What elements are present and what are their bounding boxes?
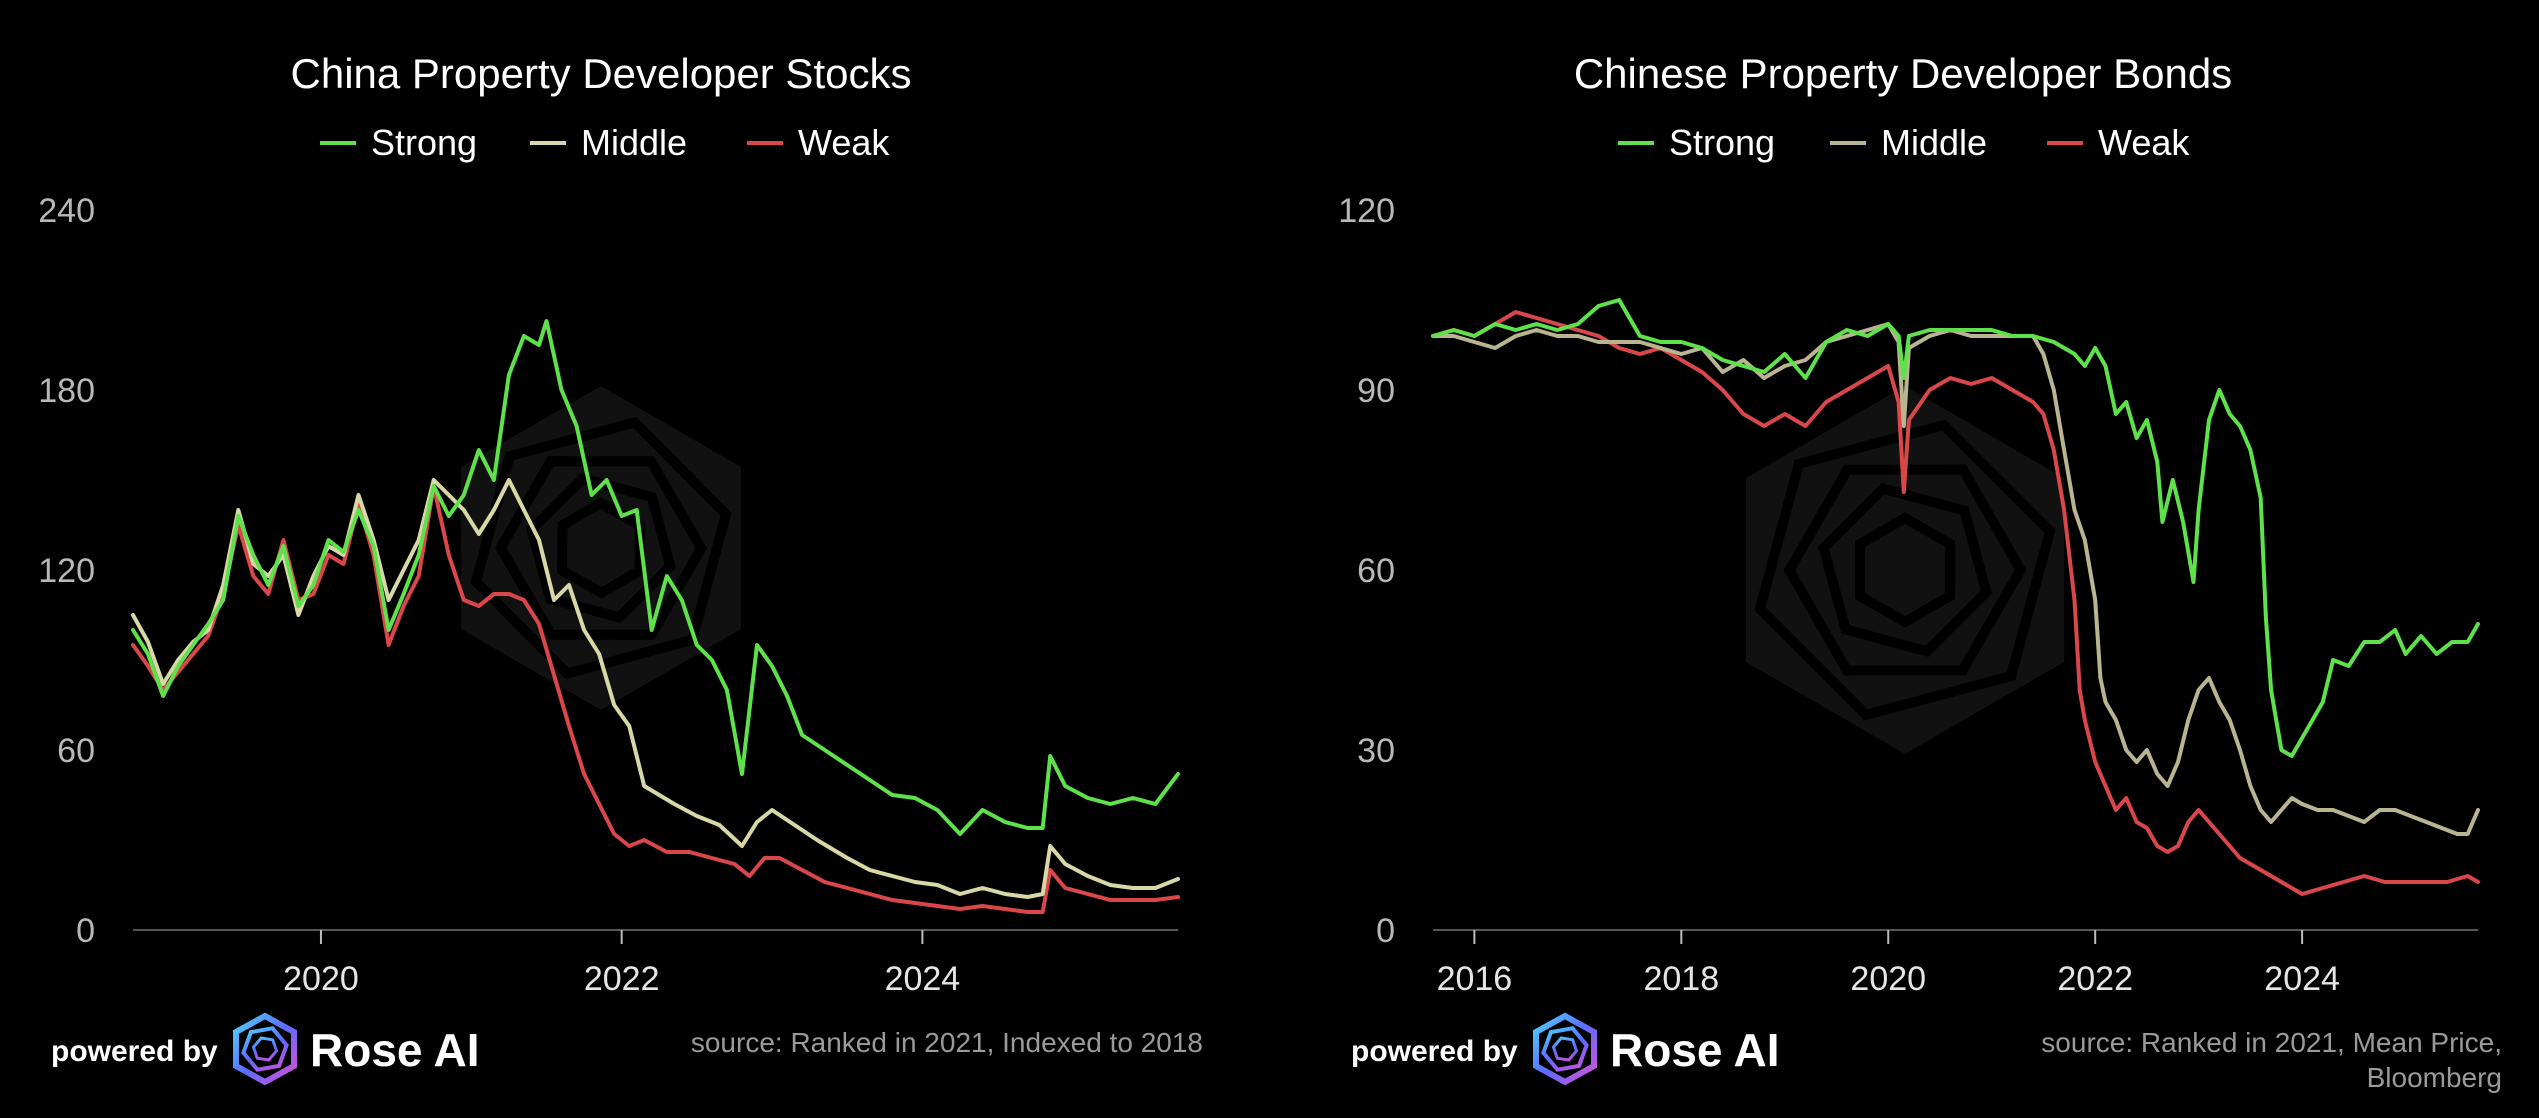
- rose-ai-hexagon-icon: [233, 1012, 297, 1086]
- x-tick-label: 2022: [2057, 960, 2133, 998]
- series-line-strong: [1431, 298, 2480, 758]
- source-note: source: Ranked in 2021, Indexed to 2018: [691, 1027, 1203, 1058]
- rose-ai-watermark-icon: [461, 386, 741, 710]
- powered-by-label: powered by: [51, 1035, 218, 1068]
- bonds-chart: Chinese Property Developer Bonds Strong …: [1338, 50, 2502, 1093]
- y-tick-label: 120: [38, 552, 95, 590]
- series-line-weak: [131, 484, 1180, 914]
- legend-label-weak: Weak: [2098, 122, 2190, 163]
- series-lines: [1431, 298, 2480, 896]
- source-note-line-2: Bloomberg: [2367, 1062, 2502, 1093]
- legend-label-weak: Weak: [798, 122, 890, 163]
- brand-name: Rose AI: [1610, 1024, 1780, 1076]
- series-line-middle: [131, 478, 1180, 899]
- x-tick-label: 2024: [885, 960, 961, 998]
- x-tick-label: 2018: [1643, 960, 1719, 998]
- y-tick-label: 90: [1357, 372, 1395, 410]
- powered-by-label: powered by: [1351, 1035, 1518, 1068]
- x-axis-ticks: 2016 2018 2020 2022 2024: [1437, 930, 2340, 998]
- y-tick-label: 0: [1376, 912, 1395, 950]
- y-tick-label: 30: [1357, 732, 1395, 770]
- y-tick-label: 0: [76, 912, 95, 950]
- y-axis-ticks: 0 30 60 90 120: [1338, 192, 1395, 950]
- y-axis-ticks: 0 60 120 180 240: [38, 192, 95, 950]
- legend-label-strong: Strong: [1669, 122, 1775, 163]
- x-axis-ticks: 2020 2022 2024: [283, 930, 960, 998]
- series-line-middle: [1431, 322, 2480, 836]
- legend: Strong Middle Weak: [1618, 122, 2190, 163]
- chart-title: Chinese Property Developer Bonds: [1574, 50, 2232, 97]
- y-tick-label: 240: [38, 192, 95, 230]
- source-note-line-1: source: Ranked in 2021, Mean Price,: [2041, 1027, 2502, 1058]
- stocks-chart: China Property Developer Stocks Strong M…: [38, 50, 1203, 1058]
- legend-label-strong: Strong: [371, 122, 477, 163]
- legend-label-middle: Middle: [581, 122, 687, 163]
- branding-left: powered by Rose AI: [51, 1012, 480, 1086]
- legend: Strong Middle Weak: [320, 122, 890, 163]
- branding-right: powered by Rose AI: [1351, 1012, 1780, 1086]
- y-tick-label: 180: [38, 372, 95, 410]
- y-tick-label: 60: [57, 732, 95, 770]
- x-tick-label: 2024: [2264, 960, 2340, 998]
- x-tick-label: 2020: [1850, 960, 1926, 998]
- series-lines: [131, 319, 1180, 914]
- legend-label-middle: Middle: [1881, 122, 1987, 163]
- y-tick-label: 120: [1338, 192, 1395, 230]
- chart-title: China Property Developer Stocks: [291, 50, 912, 97]
- y-tick-label: 60: [1357, 552, 1395, 590]
- x-tick-label: 2020: [283, 960, 359, 998]
- x-tick-label: 2016: [1437, 960, 1513, 998]
- rose-ai-hexagon-icon: [1533, 1012, 1597, 1086]
- x-tick-label: 2022: [584, 960, 660, 998]
- rose-ai-watermark-icon: [1746, 386, 2064, 754]
- series-line-strong: [131, 319, 1180, 836]
- brand-name: Rose AI: [310, 1024, 480, 1076]
